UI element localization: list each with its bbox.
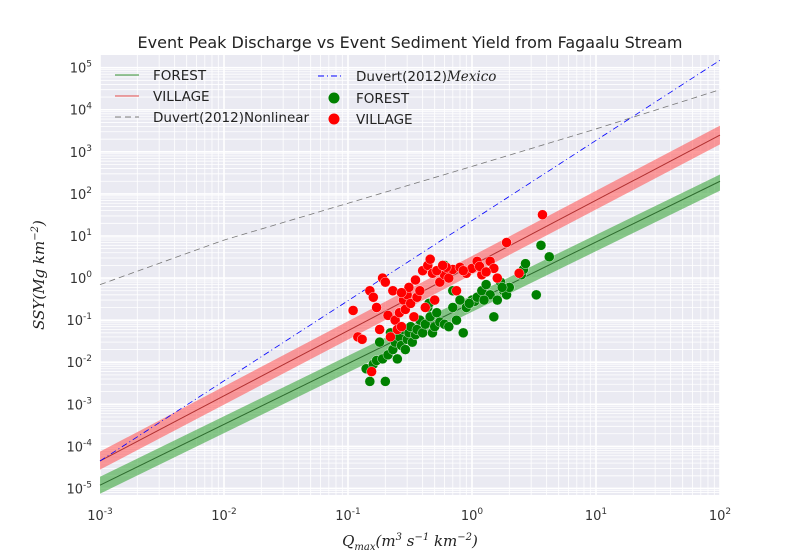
legend-label: FOREST xyxy=(356,91,410,107)
data-point-forest xyxy=(458,327,469,339)
data-point-village xyxy=(420,302,431,313)
legend-label: VILLAGE xyxy=(153,89,210,105)
data-point-forest xyxy=(531,289,542,301)
y-tick-label: 101 xyxy=(70,228,92,245)
legend-marker-village xyxy=(328,113,340,125)
y-tick-label: 10-1 xyxy=(66,312,92,329)
data-point-village xyxy=(537,209,548,220)
x-tick-label: 101 xyxy=(585,507,607,524)
data-point-forest xyxy=(431,307,442,318)
data-point-village xyxy=(380,276,391,288)
y-tick-label: 100 xyxy=(70,270,93,287)
line-duvert-2012-nonlinear xyxy=(99,89,721,285)
x-tick-labels: 10-3 10-2 10-1 100 101 102 xyxy=(87,507,731,524)
legend-label: Duvert(2012)Nonlinear xyxy=(153,110,310,126)
y-tick-label: 105 xyxy=(70,60,92,77)
plot-area xyxy=(100,55,720,495)
data-point-forest xyxy=(535,240,547,251)
data-point-forest xyxy=(447,302,458,313)
x-tick-label: 102 xyxy=(709,507,731,524)
y-axis-label: SSY(Mg km−2) xyxy=(30,220,48,330)
x-axis-label: Qmax(m3 s−1 km−2) xyxy=(342,532,478,550)
y-tick-label: 10-2 xyxy=(66,354,92,371)
data-point-village xyxy=(451,285,462,296)
y-tick-label: 10-3 xyxy=(66,396,92,413)
data-point-village xyxy=(403,282,415,293)
data-point-forest xyxy=(480,279,492,290)
legend-label: VILLAGE xyxy=(356,112,413,128)
y-tick-label: 103 xyxy=(70,144,92,161)
data-point-village xyxy=(414,285,426,296)
data-point-village xyxy=(387,285,399,296)
data-point-village xyxy=(492,272,503,284)
chart-title: Event Peak Discharge vs Event Sediment Y… xyxy=(138,33,683,52)
data-point-village xyxy=(437,260,448,271)
data-point-village xyxy=(443,272,455,284)
legend-marker-forest xyxy=(328,92,340,104)
data-point-forest xyxy=(451,314,462,326)
data-point-forest xyxy=(520,258,531,269)
data-point-village xyxy=(396,321,407,332)
data-point-village xyxy=(408,311,420,323)
data-point-village xyxy=(434,276,446,288)
y-tick-label: 102 xyxy=(70,186,92,203)
data-point-forest xyxy=(392,353,403,365)
data-point-forest xyxy=(544,251,555,263)
line-duvert-2012-mexico xyxy=(99,59,721,462)
data-point-village xyxy=(458,265,469,276)
data-point-village xyxy=(429,294,440,306)
data-point-village xyxy=(371,302,382,313)
data-point-forest xyxy=(488,311,500,323)
data-point-village xyxy=(405,298,416,309)
data-point-village xyxy=(501,237,512,248)
data-point-village xyxy=(366,366,377,377)
data-point-village xyxy=(368,292,379,303)
legend-label: FOREST xyxy=(153,68,207,84)
data-point-forest xyxy=(496,282,508,293)
legend: FOREST VILLAGE Duvert(2012)Nonlinear Duvert… xyxy=(115,68,496,128)
data-point-village xyxy=(513,268,525,279)
x-tick-label: 10-2 xyxy=(211,507,237,524)
x-tick-label: 10-1 xyxy=(335,507,361,524)
data-point-forest xyxy=(478,294,490,306)
data-point-village xyxy=(410,274,421,286)
y-tick-label: 10-5 xyxy=(66,480,92,497)
legend-label: Duvert(2012)Mexico xyxy=(356,69,496,85)
data-point-village xyxy=(480,266,492,278)
data-point-forest xyxy=(380,376,391,387)
y-tick-labels: 10-5 10-4 10-3 10-2 10-1 100 101 102 103 104 105 xyxy=(66,60,92,498)
y-tick-label: 104 xyxy=(70,102,93,119)
scatter-points xyxy=(347,209,555,387)
data-point-forest xyxy=(400,344,411,355)
data-point-village xyxy=(382,310,394,321)
y-tick-label: 10-4 xyxy=(66,438,92,455)
data-point-village xyxy=(347,305,359,316)
data-point-village xyxy=(396,287,407,298)
data-point-village xyxy=(385,331,396,343)
data-point-village xyxy=(374,324,385,335)
data-point-village xyxy=(356,334,368,345)
data-point-forest xyxy=(492,294,503,306)
data-point-forest xyxy=(443,321,455,332)
data-point-forest xyxy=(374,336,385,348)
data-point-forest xyxy=(364,376,376,387)
data-point-forest xyxy=(454,294,466,306)
x-tick-label: 10-3 xyxy=(87,507,113,524)
data-point-forest xyxy=(464,298,475,309)
x-tick-label: 100 xyxy=(461,507,484,524)
data-point-village xyxy=(424,254,436,265)
